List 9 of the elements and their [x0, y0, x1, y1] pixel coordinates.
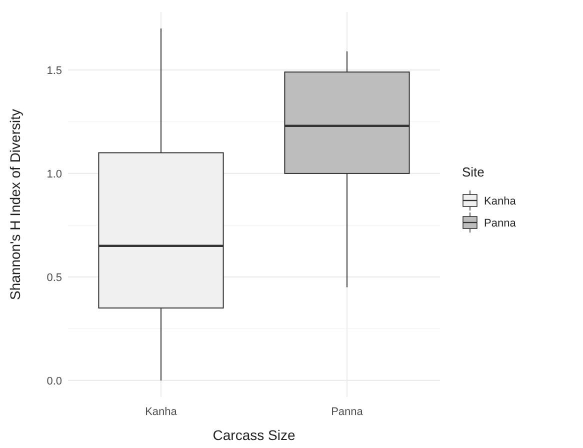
legend-title: Site	[462, 164, 484, 180]
legend-label: Kanha	[484, 195, 517, 208]
y-tick-label: 0.0	[46, 375, 62, 388]
y-tick-label: 1.5	[46, 64, 62, 77]
legend-label: Panna	[484, 217, 517, 230]
y-tick-label: 0.5	[46, 272, 62, 284]
y-axis-title: Shannon's H Index of Diversity	[7, 109, 23, 300]
y-tick-label: 1.0	[46, 168, 62, 180]
x-axis-title: Carcass Size	[212, 427, 296, 443]
